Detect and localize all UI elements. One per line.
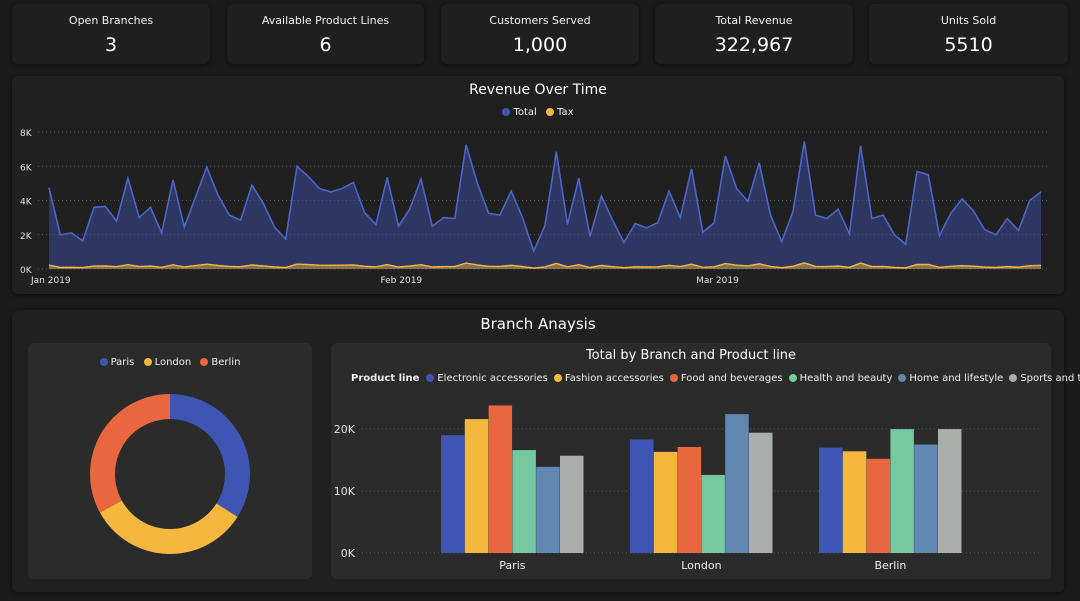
legend-item-paris[interactable]: Paris [99,357,135,368]
bar-legend-label: Product line [351,373,420,384]
legend-label: Tax [557,107,574,118]
legend-dot-icon [99,358,108,366]
legend-dot-icon [426,374,435,382]
legend-item[interactable]: Fashion accessories [553,373,664,384]
legend-dot-icon [143,358,152,366]
revenue-chart-title: Revenue Over Time [469,82,607,98]
legend-item[interactable]: Food and beverages [669,373,783,384]
legend-item[interactable]: Health and beauty [788,373,893,384]
revenue-legend: Total Tax [12,107,1064,118]
legend-item-berlin[interactable]: Berlin [200,357,240,368]
legend-dot-icon [546,108,555,116]
legend-dot-icon [788,374,797,382]
legend-label: Health and beauty [799,373,893,384]
revenue-over-time-panel: Revenue Over Time Total Tax [12,76,1064,294]
kpi-label: Open Branches [68,14,154,27]
bar-chart-title: Total by Branch and Product line [585,348,797,363]
bar-legend-items: Electronic accessories Fashion accessorie… [423,373,1080,384]
legend-item-total[interactable]: Total [502,107,537,118]
legend-label: Berlin [211,357,241,368]
kpi-value: 6 [319,34,332,56]
legend-dot-icon [1009,374,1018,382]
legend-dot-icon [669,374,678,382]
kpi-label: Customers Served [489,14,591,27]
kpi-card-customers: Customers Served 1,000 [441,4,639,64]
kpi-card-units: Units Sold 5510 [869,4,1068,64]
donut-legend: Paris London Berlin [28,357,312,368]
legend-item-tax[interactable]: Tax [546,107,574,118]
legend-label: Food and beverages [680,373,783,384]
legend-dot-icon [502,108,511,116]
legend-item[interactable]: Sports and travel [1009,373,1080,384]
legend-item-london[interactable]: London [143,357,192,368]
legend-label: Fashion accessories [564,373,664,384]
legend-item[interactable]: Electronic accessories [426,373,548,384]
branch-analysis-title: Branch Anaysis [480,315,596,333]
legend-label: Total [513,107,537,118]
bar-legend: Product line Electronic accessories Fashio… [351,373,1080,384]
legend-dot-icon [898,374,907,382]
legend-label: Electronic accessories [437,373,548,384]
kpi-label: Available Product Lines [261,14,390,27]
legend-item[interactable]: Home and lifestyle [898,373,1003,384]
kpi-value: 322,967 [714,34,794,56]
legend-label: Home and lifestyle [909,373,1004,384]
kpi-value: 5510 [944,34,993,56]
kpi-card-revenue: Total Revenue 322,967 [655,4,853,64]
legend-label: Paris [110,357,135,368]
legend-label: Sports and travel [1020,373,1080,384]
kpi-label: Total Revenue [715,14,793,27]
kpi-card-product-lines: Available Product Lines 6 [227,4,424,64]
bar-chart-card: Total by Branch and Product line Product… [331,343,1080,579]
kpi-value: 3 [104,34,118,56]
kpi-card-open-branches: Open Branches 3 [12,4,210,64]
kpi-label: Units Sold [940,14,997,27]
legend-dot-icon [200,358,209,366]
legend-label: London [154,357,192,368]
donut-card: Paris London Berlin [28,343,312,579]
legend-dot-icon [553,374,562,382]
kpi-value: 1,000 [512,34,568,56]
